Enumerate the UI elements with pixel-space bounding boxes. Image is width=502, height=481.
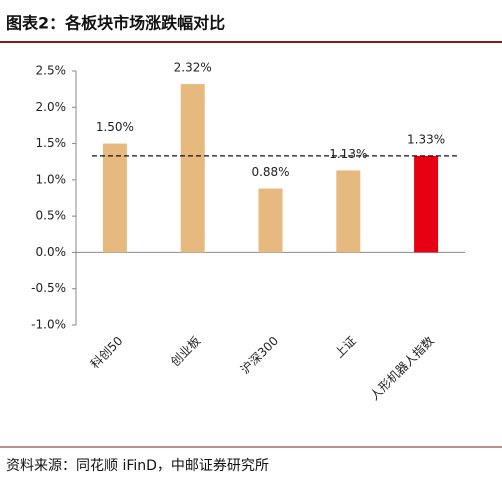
y-tick-label: 2.0% [36,100,67,114]
value-label: 2.32% [174,61,212,75]
x-tick-label: 人形机器人指数 [367,333,437,403]
y-tick-label: 1.5% [36,136,67,150]
y-tick-label: 1.0% [36,172,67,186]
y-tick-label: 0.5% [36,209,67,223]
y-tick-label: -1.0% [31,318,66,332]
bar [180,84,205,253]
value-label: 0.88% [251,165,289,179]
bar [336,170,361,253]
bar [414,155,439,253]
x-tick-label: 上证 [332,334,359,361]
bar [258,188,283,253]
source-note: 资料来源：同花顺 iFinD，中邮证券研究所 [6,458,269,474]
x-tick-label: 创业板 [168,334,203,369]
x-tick-label: 科创50 [88,334,126,372]
x-tick-label: 沪深300 [238,334,281,377]
y-tick-label: 2.5% [36,64,67,78]
value-label: 1.13% [329,147,367,161]
bar [102,143,127,253]
chart-title: 图表2：各板块市场涨跌幅对比 [6,14,225,33]
y-tick-label: -0.5% [31,281,66,295]
value-label: 1.50% [96,120,134,134]
value-label: 1.33% [407,132,445,146]
y-tick-label: 0.0% [36,245,67,259]
